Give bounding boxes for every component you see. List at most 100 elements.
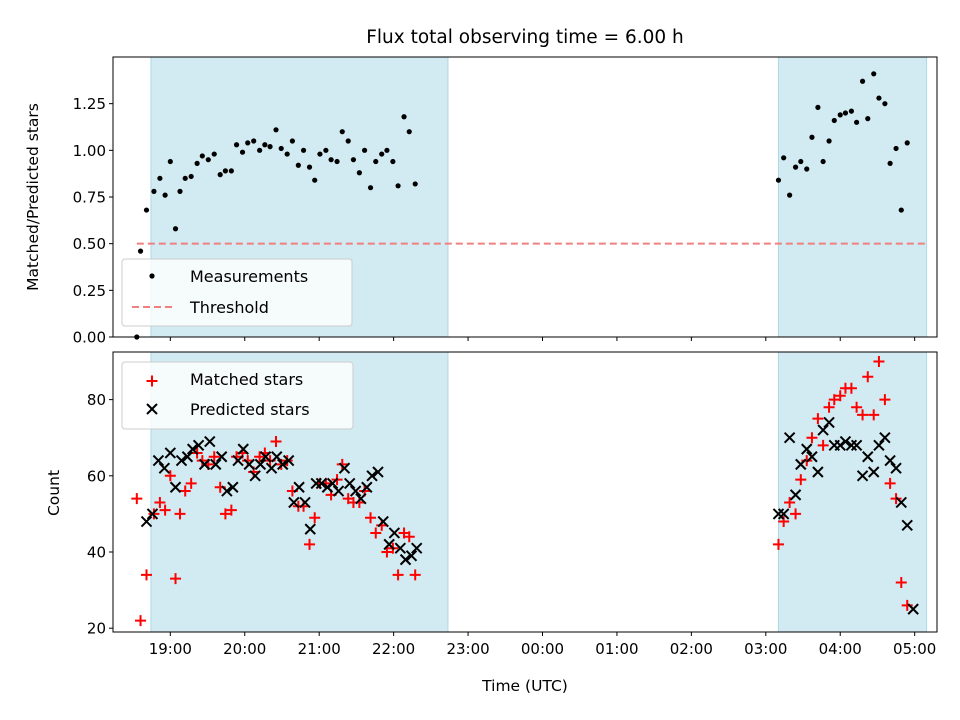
predicted-star-point xyxy=(210,458,222,471)
measurement-point xyxy=(317,151,323,157)
predicted-star-point xyxy=(146,508,159,520)
matched-star-point xyxy=(196,455,208,467)
predicted-star-point xyxy=(271,451,283,463)
measurement-point xyxy=(775,177,782,183)
measurement-point xyxy=(172,226,179,232)
measurement-point xyxy=(289,138,295,144)
predicted-star-point xyxy=(812,466,824,478)
measurement-point xyxy=(804,166,810,172)
measurement-point xyxy=(859,78,866,84)
matched-star-point xyxy=(403,531,415,543)
measurement-point xyxy=(339,129,345,135)
measurement-point xyxy=(792,164,799,170)
x-tick-label: 00:00 xyxy=(521,640,564,658)
measurement-point xyxy=(854,119,860,125)
measurement-point xyxy=(820,158,826,165)
predicted-star-point xyxy=(227,481,239,493)
matched-star-point xyxy=(409,569,421,581)
y-tick-label: 60 xyxy=(87,467,106,485)
matched-star-point xyxy=(823,401,835,413)
matched-star-point xyxy=(225,504,237,516)
measurement-point xyxy=(284,151,290,157)
predicted-star-point xyxy=(795,458,807,471)
measurement-point xyxy=(826,138,832,144)
measurement-point xyxy=(406,129,412,135)
predicted-star-point xyxy=(277,458,289,471)
x-tick-label: 21:00 xyxy=(298,640,341,658)
matched-star-point xyxy=(790,508,802,520)
plot-frame xyxy=(112,56,938,338)
predicted-star-point xyxy=(293,481,305,493)
predicted-star-point xyxy=(169,481,182,493)
measurement-point xyxy=(350,157,357,163)
measurement-point xyxy=(882,101,888,107)
matched-star-point xyxy=(879,394,891,406)
predicted-star-point xyxy=(399,553,412,566)
predicted-star-point xyxy=(806,451,818,463)
measurement-point xyxy=(328,157,334,163)
matched-star-point xyxy=(806,432,818,444)
predicted-star-point xyxy=(377,515,389,528)
measurement-point xyxy=(306,164,313,170)
matched-star-point xyxy=(336,458,348,470)
matched-star-point xyxy=(868,409,880,421)
matched-star-point xyxy=(135,615,147,627)
predicted-star-point xyxy=(215,451,228,463)
legend-marker-matched xyxy=(146,375,158,387)
matched-star-point xyxy=(370,527,382,539)
x-tick-label: 04:00 xyxy=(819,640,862,658)
measurement-point xyxy=(211,151,217,157)
predicted-star-point xyxy=(181,451,194,463)
measurement-point xyxy=(245,140,251,146)
matched-star-point xyxy=(185,477,197,489)
predicted-star-point xyxy=(304,523,316,535)
predicted-star-point xyxy=(823,416,835,429)
predicted-star-point xyxy=(343,477,356,490)
x-tick-label: 02:00 xyxy=(670,640,713,658)
matched-star-point xyxy=(862,371,874,383)
predicted-star-point xyxy=(254,458,267,471)
measurement-point xyxy=(199,153,205,159)
measurement-point xyxy=(815,104,821,110)
measurement-point xyxy=(876,95,882,101)
predicted-star-point xyxy=(862,451,874,463)
y-tick-label: 0.25 xyxy=(73,282,106,300)
matched-star-point xyxy=(392,569,404,581)
legend-marker-measurements xyxy=(149,273,155,279)
y-tick-label: 0.75 xyxy=(73,189,106,207)
measurement-point xyxy=(233,142,240,148)
matched-star-point xyxy=(845,382,857,394)
predicted-star-point xyxy=(175,454,188,467)
predicted-star-point xyxy=(366,470,378,482)
measurement-point xyxy=(239,149,246,155)
measurement-point xyxy=(182,175,188,181)
matched-star-point xyxy=(164,470,176,482)
measurement-point xyxy=(278,145,284,152)
measurement-point xyxy=(167,158,173,165)
matched-star-point xyxy=(131,493,143,505)
measurement-point xyxy=(222,168,228,174)
predicted-star-point xyxy=(349,485,362,497)
top-panel: 0.00 0.25 0.50 0.75 1.00 1.25 Measurements Thr… xyxy=(73,56,938,347)
predicted-star-point xyxy=(772,508,785,520)
bottom-y-axis-label: Count xyxy=(45,470,63,516)
measurement-point xyxy=(837,112,843,118)
predicted-star-point xyxy=(410,542,423,554)
matched-star-point xyxy=(828,394,840,406)
predicted-star-point xyxy=(361,481,373,493)
matched-star-point xyxy=(208,451,220,463)
y-tick-label: 0.50 xyxy=(73,235,106,253)
predicted-star-point xyxy=(140,515,153,528)
chart-title: Flux total observing time = 6.00 h xyxy=(366,27,684,48)
predicted-star-point xyxy=(783,432,796,444)
measurement-point xyxy=(898,207,904,213)
y-tick-label: 20 xyxy=(87,620,106,638)
x-tick-label: 19:00 xyxy=(149,640,192,658)
legend-label-threshold: Threshold xyxy=(189,298,269,317)
predicted-star-point xyxy=(388,527,401,539)
matched-star-point xyxy=(365,512,377,524)
predicted-star-point xyxy=(221,485,233,497)
y-tick-label: 80 xyxy=(87,391,106,409)
predicted-star-point xyxy=(873,439,885,452)
